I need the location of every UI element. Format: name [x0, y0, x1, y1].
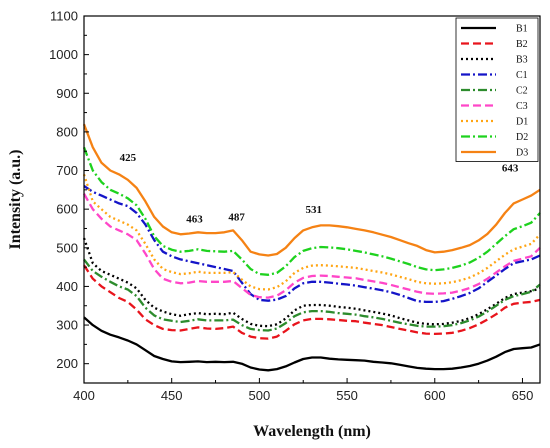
series-line-d2: [82, 146, 541, 276]
y-tick-label: 500: [56, 240, 78, 255]
legend-label-b2: B2: [516, 39, 528, 50]
series-line-b1: [83, 316, 541, 372]
plot-frame: [83, 15, 541, 384]
legend: B1 B2 B3 C1 C2 C3 D1 D2 D3: [455, 17, 539, 162]
series-line-b2: [83, 264, 541, 340]
series-line-c3: [82, 193, 541, 299]
series-lines: [82, 123, 541, 372]
series-line-d3: [82, 123, 541, 257]
y-tick-label: 1100: [50, 9, 78, 24]
y-axis-title: Intensity (a.u.): [7, 149, 24, 249]
legend-label-b1: B1: [516, 24, 528, 35]
legend-label-c3: C3: [516, 101, 528, 112]
peak-label-643: 643: [502, 162, 519, 174]
x-axis-title: Wavelength (nm): [253, 423, 371, 440]
peak-label-463: 463: [186, 214, 203, 226]
peak-label-487: 487: [228, 212, 245, 224]
series-line-c1: [83, 185, 541, 304]
y-tick-label: 900: [56, 86, 78, 101]
legend-label-b3: B3: [516, 55, 528, 66]
legend-label-d3: D3: [516, 148, 528, 159]
peak-annotations: 425 463 487 531 643: [120, 152, 519, 226]
legend-label-d2: D2: [516, 132, 528, 143]
peak-label-531: 531: [306, 204, 323, 216]
x-tick-label: 650: [512, 388, 534, 403]
x-axis: 400 450 500 550 600 650: [73, 378, 533, 403]
y-tick-label: 300: [56, 318, 78, 333]
series-line-c2: [83, 258, 541, 332]
x-tick-label: 450: [161, 388, 183, 403]
x-tick-label: 500: [249, 388, 271, 403]
y-tick-label: 1000: [49, 47, 78, 62]
series-line-d1: [82, 174, 541, 291]
peak-label-425: 425: [120, 152, 137, 164]
y-tick-label: 400: [56, 279, 78, 294]
x-tick-label: 400: [73, 388, 95, 403]
legend-label-d1: D1: [516, 117, 528, 128]
legend-label-c2: C2: [516, 86, 528, 97]
y-tick-label: 800: [56, 124, 78, 139]
x-tick-label: 600: [424, 388, 446, 403]
series-line-b3: [82, 237, 541, 328]
y-axis: 200 300 400 500 600 700 800 900 1000 1100: [49, 9, 89, 384]
y-tick-label: 700: [56, 163, 78, 178]
y-tick-label: 200: [56, 356, 78, 371]
legend-label-c1: C1: [516, 70, 528, 81]
x-tick-label: 550: [336, 388, 358, 403]
y-tick-label: 600: [56, 202, 78, 217]
